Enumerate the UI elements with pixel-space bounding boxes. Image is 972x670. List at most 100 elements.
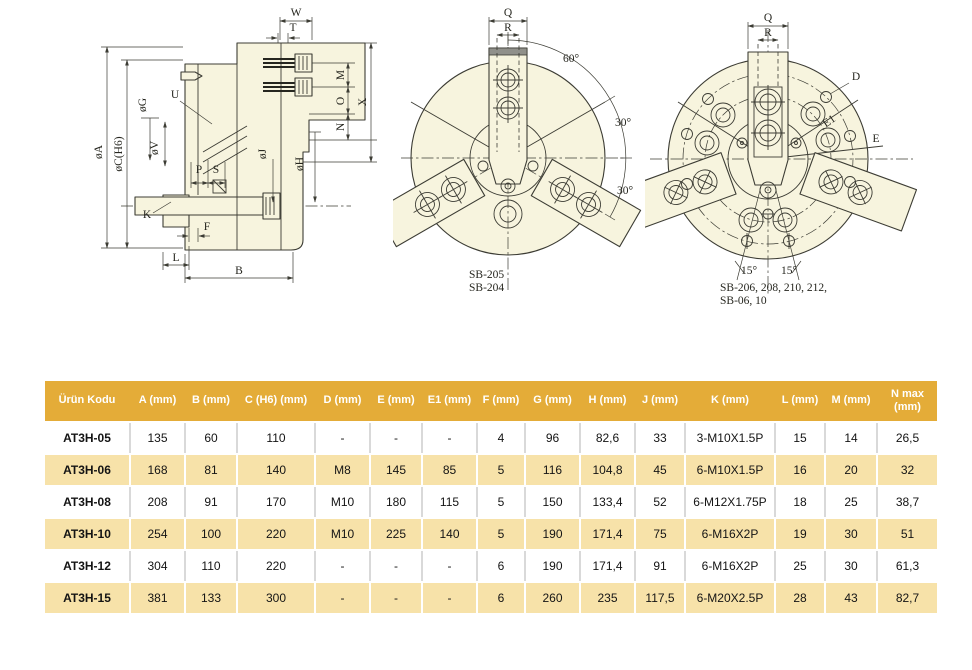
dim-label-n: N (335, 122, 347, 131)
cell: 117,5 (636, 583, 684, 613)
cell: - (371, 423, 421, 453)
col-header-d: D (mm) (323, 394, 362, 407)
cell: 19 (776, 519, 824, 549)
product-code-cell: AT3H-06 (45, 455, 129, 485)
cell: 180 (371, 487, 421, 517)
col-header-b: B (mm) (192, 394, 230, 407)
cell: 140 (238, 455, 314, 485)
col-header-c-h6: C (H6) (mm) (244, 394, 308, 407)
cell: 43 (826, 583, 876, 613)
table-row: AT3H-10 254 100 220 M10 225 140 5 190 171,4 75 6-M… (45, 519, 937, 549)
bolt-head (294, 53, 313, 73)
cell: - (371, 583, 421, 613)
jaw-top-cap (488, 47, 528, 56)
cell: 190 (526, 519, 579, 549)
caption-sb06: SB-06, 10 (720, 295, 767, 307)
cell: 91 (636, 551, 684, 581)
dim-label-b: B (235, 265, 243, 277)
cell: 81 (186, 455, 236, 485)
cell: 91 (186, 487, 236, 517)
dim-label-dia-a: øA (93, 144, 105, 159)
cell: 51 (878, 519, 937, 549)
cell: 140 (423, 519, 476, 549)
dim-label-t: T (289, 22, 296, 34)
dim-label-q: Q (764, 12, 773, 24)
cell: 26,5 (878, 423, 937, 453)
cell: - (423, 423, 476, 453)
jaw-bolt-threads (263, 57, 295, 93)
cell: 304 (131, 551, 184, 581)
cell: 6 (478, 551, 524, 581)
angle-label-15-right: 15° (781, 265, 798, 277)
product-code-cell: AT3H-15 (45, 583, 129, 613)
cell: 133 (186, 583, 236, 613)
angle-label-30-upper: 30° (615, 117, 632, 129)
dim-label-r: R (504, 22, 512, 34)
col-header-h: H (mm) (588, 394, 627, 407)
col-header-n-max: N max (mm) (890, 387, 925, 413)
col-header-f: F (mm) (482, 394, 520, 407)
angle-label-30-lower: 30° (617, 185, 634, 197)
col-header-e1: E1 (mm) (427, 394, 472, 407)
chuck-front-view-small: 60° 30° 30° Q R SB-205 SB-204 (393, 7, 642, 294)
table-row: AT3H-06 168 81 140 M8 145 85 5 116 104,8 45 6-M10X… (45, 455, 937, 485)
dim-label-m: M (335, 70, 347, 80)
cell: 300 (238, 583, 314, 613)
dim-label-x: X (357, 97, 369, 106)
cell: 145 (371, 455, 421, 485)
dimension-lines: W T øA øC(H6) øG øV U P S (93, 7, 377, 283)
cell: 30 (826, 551, 876, 581)
cell: 115 (423, 487, 476, 517)
jaw-lower-left (393, 158, 486, 248)
cell: 25 (776, 551, 824, 581)
jaw-lower-left (645, 152, 737, 232)
cell: 96 (526, 423, 579, 453)
cell: 235 (581, 583, 634, 613)
dim-label-k: K (143, 209, 152, 221)
col-header-k: K (mm) (711, 394, 749, 407)
cell: 30 (826, 519, 876, 549)
cell: 116 (526, 455, 579, 485)
cell: 381 (131, 583, 184, 613)
cell: 5 (478, 487, 524, 517)
cell: 168 (131, 455, 184, 485)
jaw-top-bolts (751, 85, 785, 150)
jaw-lower-right (530, 158, 642, 248)
dim-label-dia-j: øJ (257, 148, 269, 159)
col-header-l: L (mm) (781, 394, 819, 407)
cell: 82,6 (581, 423, 634, 453)
dim-label-dia-h: øH (294, 157, 306, 171)
cell: 16 (776, 455, 824, 485)
dim-label-q: Q (504, 7, 513, 19)
cell: 38,7 (878, 487, 937, 517)
angle-label-15-left: 15° (741, 265, 758, 277)
cell: - (316, 583, 369, 613)
bolt-head (294, 77, 313, 97)
cell: 220 (238, 519, 314, 549)
cell: 45 (636, 455, 684, 485)
caption-sb206: SB-206, 208, 210, 212, (720, 282, 827, 294)
cell: 5 (478, 455, 524, 485)
dim-label-f: F (204, 221, 210, 233)
product-code-cell: AT3H-10 (45, 519, 129, 549)
cell: 14 (826, 423, 876, 453)
cell: 75 (636, 519, 684, 549)
product-code-cell: AT3H-05 (45, 423, 129, 453)
table-row: AT3H-15 381 133 300- - -6 260 235 117,5 6-M20X2.… (45, 583, 937, 613)
cell: 61,3 (878, 551, 937, 581)
cell: 18 (776, 487, 824, 517)
cell: 133,4 (581, 487, 634, 517)
cell: 25 (826, 487, 876, 517)
cell: - (316, 423, 369, 453)
jaw-lower-right (799, 152, 918, 232)
spec-table: Ürün Kodu A (mm) B (mm) C (H6) (mm) D (m… (45, 381, 937, 613)
angle-label-60: 60° (563, 53, 580, 65)
col-header-j: J (mm) (641, 394, 679, 407)
cell: 6-M12X1.75P (686, 487, 774, 517)
caption-sb205: SB-205 (469, 269, 504, 281)
cell: 150 (526, 487, 579, 517)
cell: 171,4 (581, 519, 634, 549)
cell: 52 (636, 487, 684, 517)
cell: 100 (186, 519, 236, 549)
